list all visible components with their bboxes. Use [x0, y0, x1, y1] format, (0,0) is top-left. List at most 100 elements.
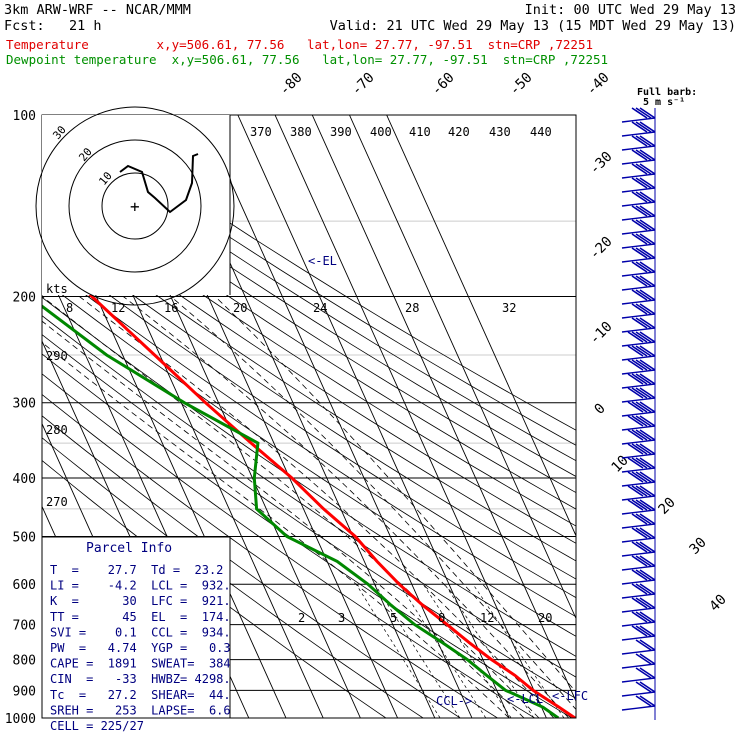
- mixing-ratio-label: 2: [298, 611, 305, 625]
- wind-barb: [635, 513, 652, 525]
- wind-barb-staff: [621, 271, 656, 277]
- parcel-info-row: PW = 4.74 YGP = 0.3: [50, 641, 231, 655]
- wind-barb-staff: [621, 145, 656, 151]
- isotherm-label: -60: [429, 70, 458, 99]
- wind-barb: [639, 233, 656, 245]
- wind-barb: [627, 387, 644, 399]
- wind-barb: [635, 289, 652, 301]
- barb-header-line1: Full barb:: [637, 87, 697, 98]
- wind-barb: [635, 597, 652, 609]
- dry-adiabat: [42, 334, 576, 699]
- wind-barb: [631, 261, 648, 273]
- wind-barb-staff: [621, 649, 656, 655]
- wind-barb: [635, 135, 652, 147]
- pressure-label: 600: [13, 578, 36, 593]
- wind-barb: [639, 527, 656, 539]
- dry-adiabat: [42, 261, 576, 618]
- isotherm-label: 30: [687, 535, 710, 558]
- wind-barb: [639, 359, 656, 371]
- wind-barb: [639, 569, 656, 581]
- wind-barb: [631, 485, 648, 497]
- wind-barb: [639, 289, 656, 301]
- isotherm-label: -80: [277, 70, 306, 99]
- dry-adiabat: [42, 195, 576, 544]
- parcel-info-row: LI = -4.2 LCL = 932.: [50, 579, 231, 593]
- hodograph-center: +: [130, 197, 140, 216]
- plot-frame: [41, 114, 577, 719]
- wind-barb-staff: [621, 243, 656, 249]
- isotherm-line: [200, 115, 473, 718]
- wind-barb: [627, 443, 644, 455]
- wind-barb: [627, 499, 644, 511]
- wind-barb: [635, 149, 652, 161]
- wind-barb-staff: [621, 705, 656, 711]
- wind-barb-staff: [621, 621, 656, 627]
- wind-barb: [635, 653, 652, 665]
- wind-barb: [639, 443, 656, 455]
- forecast-hour: Fcst: 21 h: [4, 18, 102, 34]
- pressure-label: 900: [13, 684, 36, 699]
- dry-adiabat: [42, 135, 576, 477]
- dry-adiabat: [42, 150, 576, 494]
- wind-barb: [631, 373, 648, 385]
- wind-barb: [639, 247, 656, 259]
- wind-barb: [631, 331, 648, 343]
- mixing-ratio-line: [422, 584, 512, 718]
- dewpoint-profile: [42, 304, 560, 718]
- wind-barb: [631, 121, 648, 133]
- wind-barb-staff: [621, 341, 656, 347]
- isotherm-label: -70: [349, 70, 378, 99]
- wind-barb: [639, 261, 656, 273]
- wind-barb: [635, 569, 652, 581]
- hodograph-ring: [101, 172, 169, 240]
- ccl-label: CCL->: [436, 694, 472, 708]
- wind-barb: [635, 219, 652, 231]
- wind-barb-staff: [621, 383, 656, 389]
- mixing-ratio-label: 3: [338, 611, 345, 625]
- wind-barb: [635, 443, 652, 455]
- hodograph-trace: [119, 153, 199, 214]
- dry-adiabat: [42, 296, 576, 657]
- wind-barb: [635, 499, 652, 511]
- wind-barb: [639, 205, 656, 217]
- wind-barb: [635, 331, 652, 343]
- temperature-legend: Temperature x,y=506.61, 77.56 lat,lon= 2…: [6, 37, 593, 52]
- isotherm-label: -40: [584, 70, 613, 99]
- wind-barb: [631, 359, 648, 371]
- wind-barb: [635, 121, 652, 133]
- kts-label: kts: [46, 282, 68, 296]
- wind-barb: [635, 401, 652, 413]
- wind-barb-staff: [621, 565, 656, 571]
- wind-barb: [635, 471, 652, 483]
- dry-adiabat: [42, 315, 576, 678]
- theta-left-label: 290: [46, 349, 68, 363]
- pressure-label: 200: [13, 291, 36, 306]
- wind-barb-staff: [621, 663, 656, 669]
- wind-barb: [627, 373, 644, 385]
- wind-barb-staff: [621, 481, 656, 487]
- wind-barb-staff: [621, 677, 656, 683]
- dewpoint-legend: Dewpoint temperature x,y=506.61, 77.56 l…: [6, 52, 609, 67]
- parcel-info-box: [41, 536, 231, 719]
- wind-barb: [635, 583, 652, 595]
- wind-barb: [635, 485, 652, 497]
- wind-barb: [631, 625, 648, 637]
- wind-barb: [631, 177, 648, 189]
- isotherm-label: -50: [507, 70, 536, 99]
- hodograph-ring: [35, 106, 235, 306]
- wind-barb: [639, 387, 656, 399]
- wind-barb-staff: [621, 355, 656, 361]
- wind-barb: [635, 177, 652, 189]
- speed-label: 24: [313, 301, 327, 315]
- wind-barb: [635, 611, 652, 623]
- speed-label: 32: [502, 301, 516, 315]
- wind-barb: [631, 289, 648, 301]
- wind-barb: [627, 359, 644, 371]
- wind-barb: [639, 275, 656, 287]
- dry-adiabat: [42, 373, 535, 718]
- wind-barb: [635, 527, 652, 539]
- wind-barb: [631, 247, 648, 259]
- wind-barb: [631, 513, 648, 525]
- wind-barb-staff: [621, 635, 656, 641]
- parcel-info-row: K = 30 LFC = 921.: [50, 594, 231, 608]
